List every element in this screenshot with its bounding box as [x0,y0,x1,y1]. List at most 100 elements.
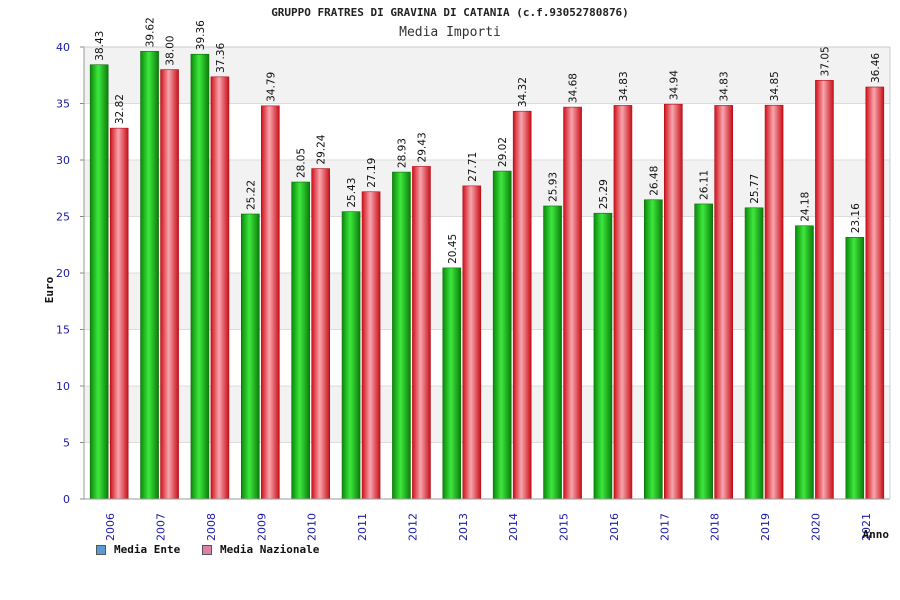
y-tick-label: 40 [56,41,70,54]
data-label-media-ente-2016: 25.29 [598,179,610,209]
data-label-media-ente-2006: 38.43 [94,31,106,61]
bar-media-ente-2011 [341,211,361,500]
x-tick-label-2013: 2013 [457,513,470,541]
bar-media-nazionale-2018 [714,105,733,500]
y-tick-label: 35 [56,98,70,111]
x-tick-label-2021: 2021 [860,513,873,541]
bar-media-ente-2006 [89,64,109,500]
bar-media-ente-2018 [694,203,713,500]
data-label-media-ente-2021: 23.16 [850,203,862,233]
x-tick-label-2011: 2011 [356,513,369,541]
data-label-media-nazionale-2008: 37.36 [215,42,227,72]
data-label-media-ente-2010: 28.05 [296,148,308,178]
data-label-media-ente-2011: 25.43 [346,178,358,208]
x-tick-label-2015: 2015 [558,513,571,541]
data-label-media-nazionale-2010: 29.24 [316,134,328,164]
data-label-media-nazionale-2018: 34.83 [719,71,731,101]
data-label-media-nazionale-2016: 34.83 [618,71,630,101]
y-tick-label: 25 [56,211,70,224]
legend-label-media-ente: Media Ente [114,543,181,556]
bar-media-nazionale-2006 [109,127,129,500]
x-tick-label-2010: 2010 [306,513,319,541]
bar-media-ente-2013 [442,267,462,500]
y-axis-label: Euro [43,276,56,303]
data-label-media-nazionale-2017: 34.94 [668,70,680,100]
bar-media-ente-2012 [392,171,411,500]
x-tick-label-2012: 2012 [406,513,419,541]
data-label-media-ente-2015: 25.93 [548,172,560,202]
bar-media-nazionale-2008 [210,76,230,500]
chart-subtitle: Media Importi [399,25,501,40]
x-tick-label-2007: 2007 [155,513,168,541]
y-tick-label: 15 [56,324,70,337]
bar-media-ente-2017 [644,199,663,500]
data-label-media-nazionale-2012: 29.43 [416,132,428,162]
data-label-media-ente-2008: 39.36 [195,20,207,50]
data-label-media-nazionale-2011: 27.19 [366,158,378,188]
data-label-media-ente-2013: 20.45 [447,234,459,264]
bar-media-nazionale-2011 [361,191,381,500]
data-label-media-nazionale-2020: 37.05 [819,46,831,76]
bar-media-nazionale-2016 [613,105,633,500]
x-tick-label-2016: 2016 [608,513,621,541]
chart-title: GRUPPO FRATRES DI GRAVINA DI CATANIA (c.… [271,6,629,19]
legend-swatch-media-nazionale [202,544,212,555]
legend-item-media-ente: Media Ente [96,543,180,556]
bar-media-nazionale-2012 [412,166,431,500]
x-tick-label-2006: 2006 [104,513,117,541]
data-label-media-nazionale-2019: 34.85 [769,71,781,101]
bar-media-ente-2014 [492,170,512,500]
y-tick-label: 10 [56,380,70,393]
bar-media-nazionale-2017 [664,103,683,500]
data-label-media-nazionale-2007: 38.00 [165,36,177,66]
legend-item-media-nazionale: Media Nazionale [202,543,319,556]
data-label-media-nazionale-2021: 36.46 [870,53,882,83]
y-tick-label: 5 [63,437,70,450]
y-tick-label: 0 [63,493,70,506]
data-label-media-ente-2018: 26.11 [699,170,711,200]
bar-media-nazionale-2014 [512,110,532,500]
data-label-media-nazionale-2013: 27.71 [467,152,479,182]
data-label-media-nazionale-2015: 34.68 [568,73,580,103]
data-label-media-nazionale-2014: 34.32 [517,77,529,107]
data-label-media-ente-2007: 39.62 [145,17,157,47]
bar-media-ente-2009 [241,213,260,500]
data-label-media-ente-2009: 25.22 [245,180,257,210]
x-tick-label-2019: 2019 [759,513,772,541]
x-tick-label-2014: 2014 [507,513,520,541]
data-label-media-ente-2019: 25.77 [749,174,761,204]
x-tick-label-2017: 2017 [658,513,671,541]
bar-media-ente-2019 [744,207,764,500]
bar-media-ente-2020 [795,225,814,500]
bar-media-nazionale-2009 [261,105,280,500]
bar-media-ente-2021 [845,236,865,500]
bar-media-ente-2016 [593,212,613,500]
bar-media-nazionale-2013 [462,185,482,500]
bar-media-nazionale-2019 [764,104,784,500]
x-tick-label-2008: 2008 [205,513,218,541]
x-axis-label: Anno [863,528,890,541]
legend-swatch-media-ente [96,544,106,555]
bar-media-nazionale-2010 [311,168,330,500]
bar-media-nazionale-2021 [865,86,885,500]
bar-media-nazionale-2020 [815,80,834,500]
legend-label-media-nazionale: Media Nazionale [220,543,320,556]
x-tick-label-2018: 2018 [709,513,722,541]
bar-media-nazionale-2007 [160,69,179,500]
data-label-media-ente-2012: 28.93 [396,138,408,168]
data-label-media-nazionale-2006: 32.82 [114,94,126,124]
data-label-media-nazionale-2009: 34.79 [265,72,277,102]
x-tick-label-2020: 2020 [809,513,822,541]
x-tick-label-2009: 2009 [255,513,268,541]
y-tick-label: 20 [56,267,70,280]
y-tick-label: 30 [56,154,70,167]
bar-media-ente-2008 [190,53,210,500]
data-label-media-ente-2017: 26.48 [648,166,660,196]
data-label-media-ente-2014: 29.02 [497,137,509,167]
bar-media-ente-2010 [291,181,310,500]
bar-media-nazionale-2015 [563,106,582,500]
bar-media-ente-2015 [543,205,562,500]
data-label-media-ente-2020: 24.18 [799,192,811,222]
bar-media-ente-2007 [140,50,159,500]
